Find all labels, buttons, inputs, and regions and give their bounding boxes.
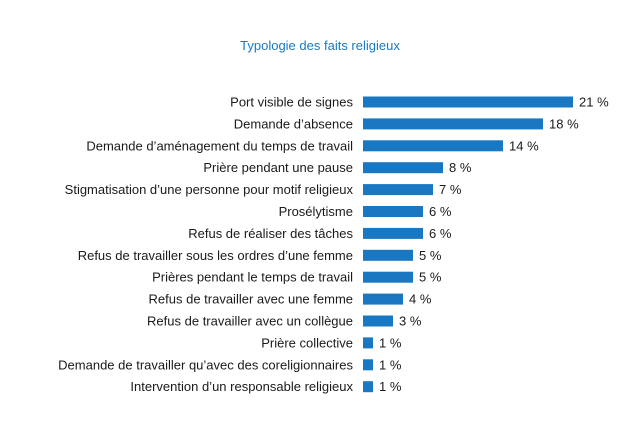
value-label: 3 % (399, 314, 422, 329)
category-label: Refus de travailler sous les ordres d’un… (78, 248, 353, 263)
category-label: Demande d’absence (234, 116, 353, 131)
category-label: Demande d’aménagement du temps de travai… (86, 138, 353, 153)
category-label: Refus de travailler avec un collègue (147, 314, 353, 329)
bar (363, 96, 573, 108)
value-label: 6 % (429, 204, 452, 219)
category-label: Stigmatisation d’une personne pour motif… (65, 182, 354, 197)
bar (363, 381, 373, 393)
value-label: 8 % (449, 160, 472, 175)
value-label: 1 % (379, 379, 402, 394)
value-label: 4 % (409, 292, 432, 307)
bar (363, 140, 503, 152)
value-label: 21 % (579, 95, 609, 110)
bar (363, 249, 413, 261)
value-label: 14 % (509, 138, 539, 153)
bar (363, 293, 403, 305)
category-label: Prosélytisme (279, 204, 353, 219)
bar (363, 184, 433, 196)
value-label: 18 % (549, 116, 579, 131)
value-label: 7 % (439, 182, 462, 197)
bar (363, 206, 423, 217)
bar (363, 359, 373, 371)
bar (363, 271, 413, 283)
bar (363, 162, 443, 174)
category-label: Intervention d’un responsable religieux (130, 379, 353, 394)
bar (363, 315, 393, 327)
value-label: 1 % (379, 357, 402, 372)
category-label: Prières pendant le temps de travail (152, 270, 353, 285)
category-label: Refus de travailler avec une femme (149, 292, 353, 307)
value-label: 5 % (419, 270, 442, 285)
category-label: Demande de travailler qu’avec des coreli… (58, 357, 353, 372)
bar (363, 227, 423, 239)
category-label: Prière pendant une pause (203, 160, 353, 175)
category-label: Port visible de signes (230, 95, 353, 110)
chart-title: Typologie des faits religieux (240, 38, 400, 53)
bar (363, 337, 373, 349)
category-label: Prière collective (261, 335, 353, 350)
bar (363, 118, 543, 130)
value-label: 5 % (419, 248, 442, 263)
value-label: 1 % (379, 335, 402, 350)
value-label: 6 % (429, 226, 452, 241)
category-label: Refus de réaliser des tâches (188, 226, 353, 241)
